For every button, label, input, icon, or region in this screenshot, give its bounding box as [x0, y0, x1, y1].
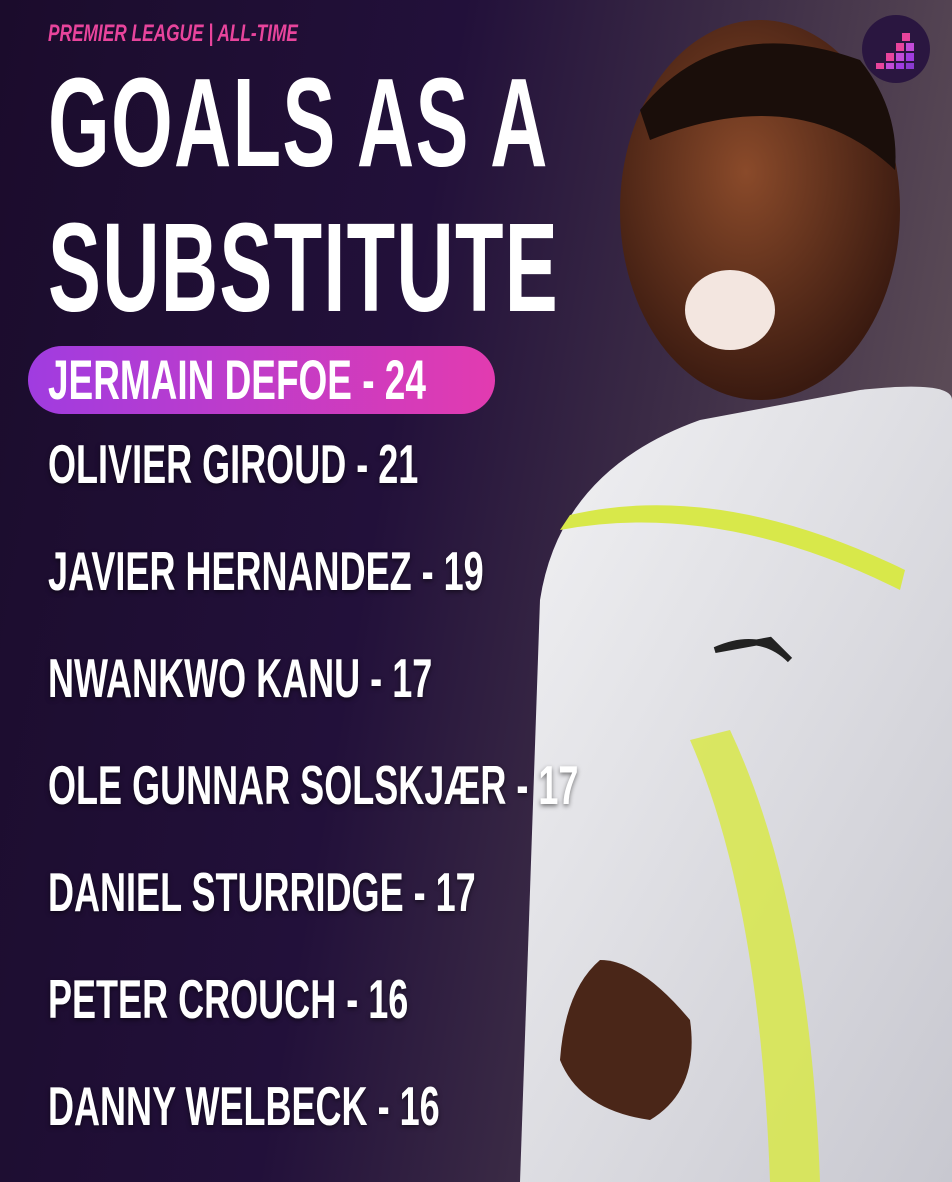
- list-item: JAVIER HERNANDEZ - 19: [48, 540, 484, 602]
- list-item: DANIEL STURRIDGE - 17: [48, 861, 476, 923]
- mouth-shape: [685, 270, 775, 350]
- bar-steps-logo-icon: [876, 33, 914, 69]
- title-line-1: GOALS AS A: [48, 52, 549, 193]
- page-title: GOALS AS A SUBSTITUTE: [48, 50, 559, 340]
- list-item: OLE GUNNAR SOLSKJÆR - 17: [48, 754, 579, 816]
- brand-logo: [862, 15, 930, 83]
- title-line-2: SUBSTITUTE: [48, 197, 559, 338]
- leader-label: JERMAIN DEFOE - 24: [48, 348, 426, 411]
- shirt-trim: [560, 505, 905, 590]
- subtitle: PREMIER LEAGUE | ALL-TIME: [48, 20, 298, 47]
- hair-shape: [640, 43, 896, 170]
- list-item: NWANKWO KANU - 17: [48, 647, 433, 709]
- puma-logo-icon: [713, 636, 793, 663]
- sleeve-trim: [690, 730, 820, 1182]
- fist-shape: [560, 960, 692, 1120]
- list-item: DANNY WELBECK - 16: [48, 1075, 440, 1137]
- leader-badge: JERMAIN DEFOE - 24: [28, 346, 495, 414]
- list-item: PETER CROUCH - 16: [48, 968, 409, 1030]
- list-item: OLIVIER GIROUD - 21: [48, 433, 419, 495]
